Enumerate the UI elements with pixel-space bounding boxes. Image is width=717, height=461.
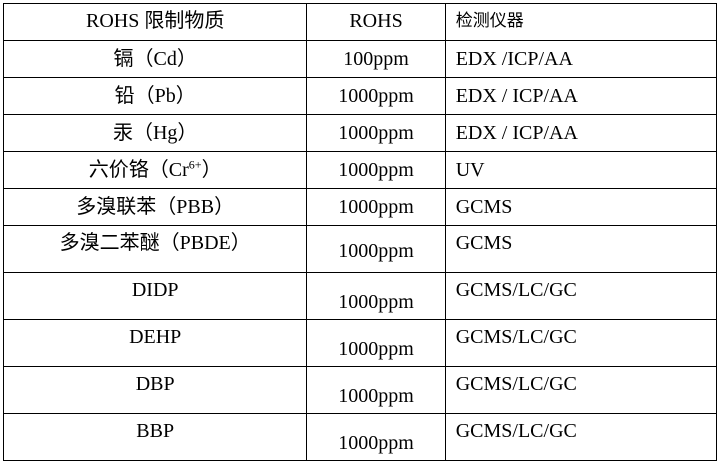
substance-cell: 多溴二苯醚（PBDE） [2, 225, 308, 273]
instrument: EDX / ICP/AA [455, 85, 578, 107]
table-row: BBP 1000ppm GCMS/LC/GC [2, 413, 717, 461]
limit: 1000ppm [338, 122, 414, 144]
instrument: EDX / ICP/AA [455, 122, 578, 144]
table-row: DIDP 1000ppm GCMS/LC/GC [2, 272, 717, 320]
substance-cell: 汞（Hg） [2, 114, 308, 152]
table-row: 汞（Hg） 1000ppm EDX / ICP/AA [2, 114, 717, 152]
limit-cell: 1000ppm [306, 366, 446, 414]
substance: BBP [136, 420, 175, 442]
header-cell: ROHS 限制物质 [2, 3, 308, 41]
header-rohs: ROHS [349, 10, 403, 32]
substance: 多溴联苯（PBB） [76, 196, 235, 218]
substance: DIDP [131, 279, 179, 301]
instrument: GCMS [455, 232, 513, 254]
limit: 1000ppm [338, 385, 414, 407]
instrument-cell: EDX / ICP/AA [444, 114, 717, 152]
instrument-cell: GCMS/LC/GC [444, 319, 717, 367]
table-row: 铅（Pb） 1000ppm EDX / ICP/AA [2, 77, 717, 115]
limit: 1000ppm [338, 338, 414, 360]
limit-cell: 100ppm [306, 40, 446, 78]
substance: 六价铬（Cr6+） [4, 152, 306, 181]
header-cell: 检测仪器 [444, 3, 717, 41]
limit-cell: 1000ppm [306, 77, 446, 115]
limit: 1000ppm [338, 432, 414, 454]
instrument-cell: GCMS/LC/GC [444, 366, 717, 414]
limit: 1000ppm [338, 240, 414, 262]
substance-cell: DBP [2, 366, 308, 414]
rohs-table: ROHS 限制物质 ROHS 检测仪器 镉（Cd） 100ppm EDX /IC… [2, 3, 717, 461]
header-cell: ROHS [306, 3, 446, 41]
header-substance: ROHS 限制物质 [86, 10, 225, 32]
table-row: 多溴联苯（PBB） 1000ppm GCMS [2, 188, 717, 226]
table-row: DBP 1000ppm GCMS/LC/GC [2, 366, 717, 414]
limit-cell: 1000ppm [306, 225, 446, 273]
instrument-cell: GCMS/LC/GC [444, 272, 717, 320]
table-header-row: ROHS 限制物质 ROHS 检测仪器 [2, 3, 717, 41]
limit-cell: 1000ppm [306, 151, 446, 189]
limit-cell: 1000ppm [306, 188, 446, 226]
substance-cell: 六价铬（Cr6+） [2, 151, 308, 189]
instrument-cell: GCMS [444, 225, 717, 273]
limit-cell: 1000ppm [306, 413, 446, 461]
substance: 铅（Pb） [114, 85, 196, 107]
substance: 汞（Hg） [112, 122, 198, 144]
limit-cell: 1000ppm [306, 272, 446, 320]
limit: 1000ppm [338, 85, 414, 107]
instrument: GCMS/LC/GC [455, 420, 577, 442]
substance-cell: BBP [2, 413, 308, 461]
table-row: 六价铬（Cr6+） 1000ppm UV [2, 151, 717, 189]
instrument: GCMS/LC/GC [455, 326, 577, 348]
substance-end: ） [201, 159, 222, 181]
header-instrument: 检测仪器 [455, 11, 524, 31]
substance-cell: 镉（Cd） [2, 40, 308, 78]
substance-cell: DIDP [2, 272, 308, 320]
instrument: UV [455, 159, 485, 181]
limit: 1000ppm [338, 159, 414, 181]
instrument-cell: GCMS/LC/GC [444, 413, 717, 461]
limit: 1000ppm [338, 196, 414, 218]
substance-text: 六价铬（Cr [88, 159, 189, 181]
instrument: GCMS [455, 196, 513, 218]
substance: DBP [135, 373, 175, 395]
instrument-cell: GCMS [444, 188, 717, 226]
limit: 1000ppm [338, 291, 414, 313]
substance: 多溴二苯醚（PBDE） [59, 232, 251, 254]
substance-cell: 多溴联苯（PBB） [2, 188, 308, 226]
table-row: 镉（Cd） 100ppm EDX /ICP/AA [2, 40, 717, 78]
limit: 100ppm [343, 48, 409, 70]
substance-cell: DEHP [2, 319, 308, 367]
instrument-cell: UV [444, 151, 717, 189]
limit-cell: 1000ppm [306, 319, 446, 367]
instrument: GCMS/LC/GC [455, 373, 577, 395]
superscript: 6+ [188, 157, 202, 172]
instrument-cell: EDX /ICP/AA [444, 40, 717, 78]
instrument: GCMS/LC/GC [455, 279, 577, 301]
substance: 镉（Cd） [113, 48, 197, 70]
table-row: 多溴二苯醚（PBDE） 1000ppm GCMS [2, 225, 717, 273]
limit-cell: 1000ppm [306, 114, 446, 152]
table-row: DEHP 1000ppm GCMS/LC/GC [2, 319, 717, 367]
substance-cell: 铅（Pb） [2, 77, 308, 115]
instrument: EDX /ICP/AA [455, 48, 573, 70]
substance: DEHP [129, 326, 182, 348]
instrument-cell: EDX / ICP/AA [444, 77, 717, 115]
